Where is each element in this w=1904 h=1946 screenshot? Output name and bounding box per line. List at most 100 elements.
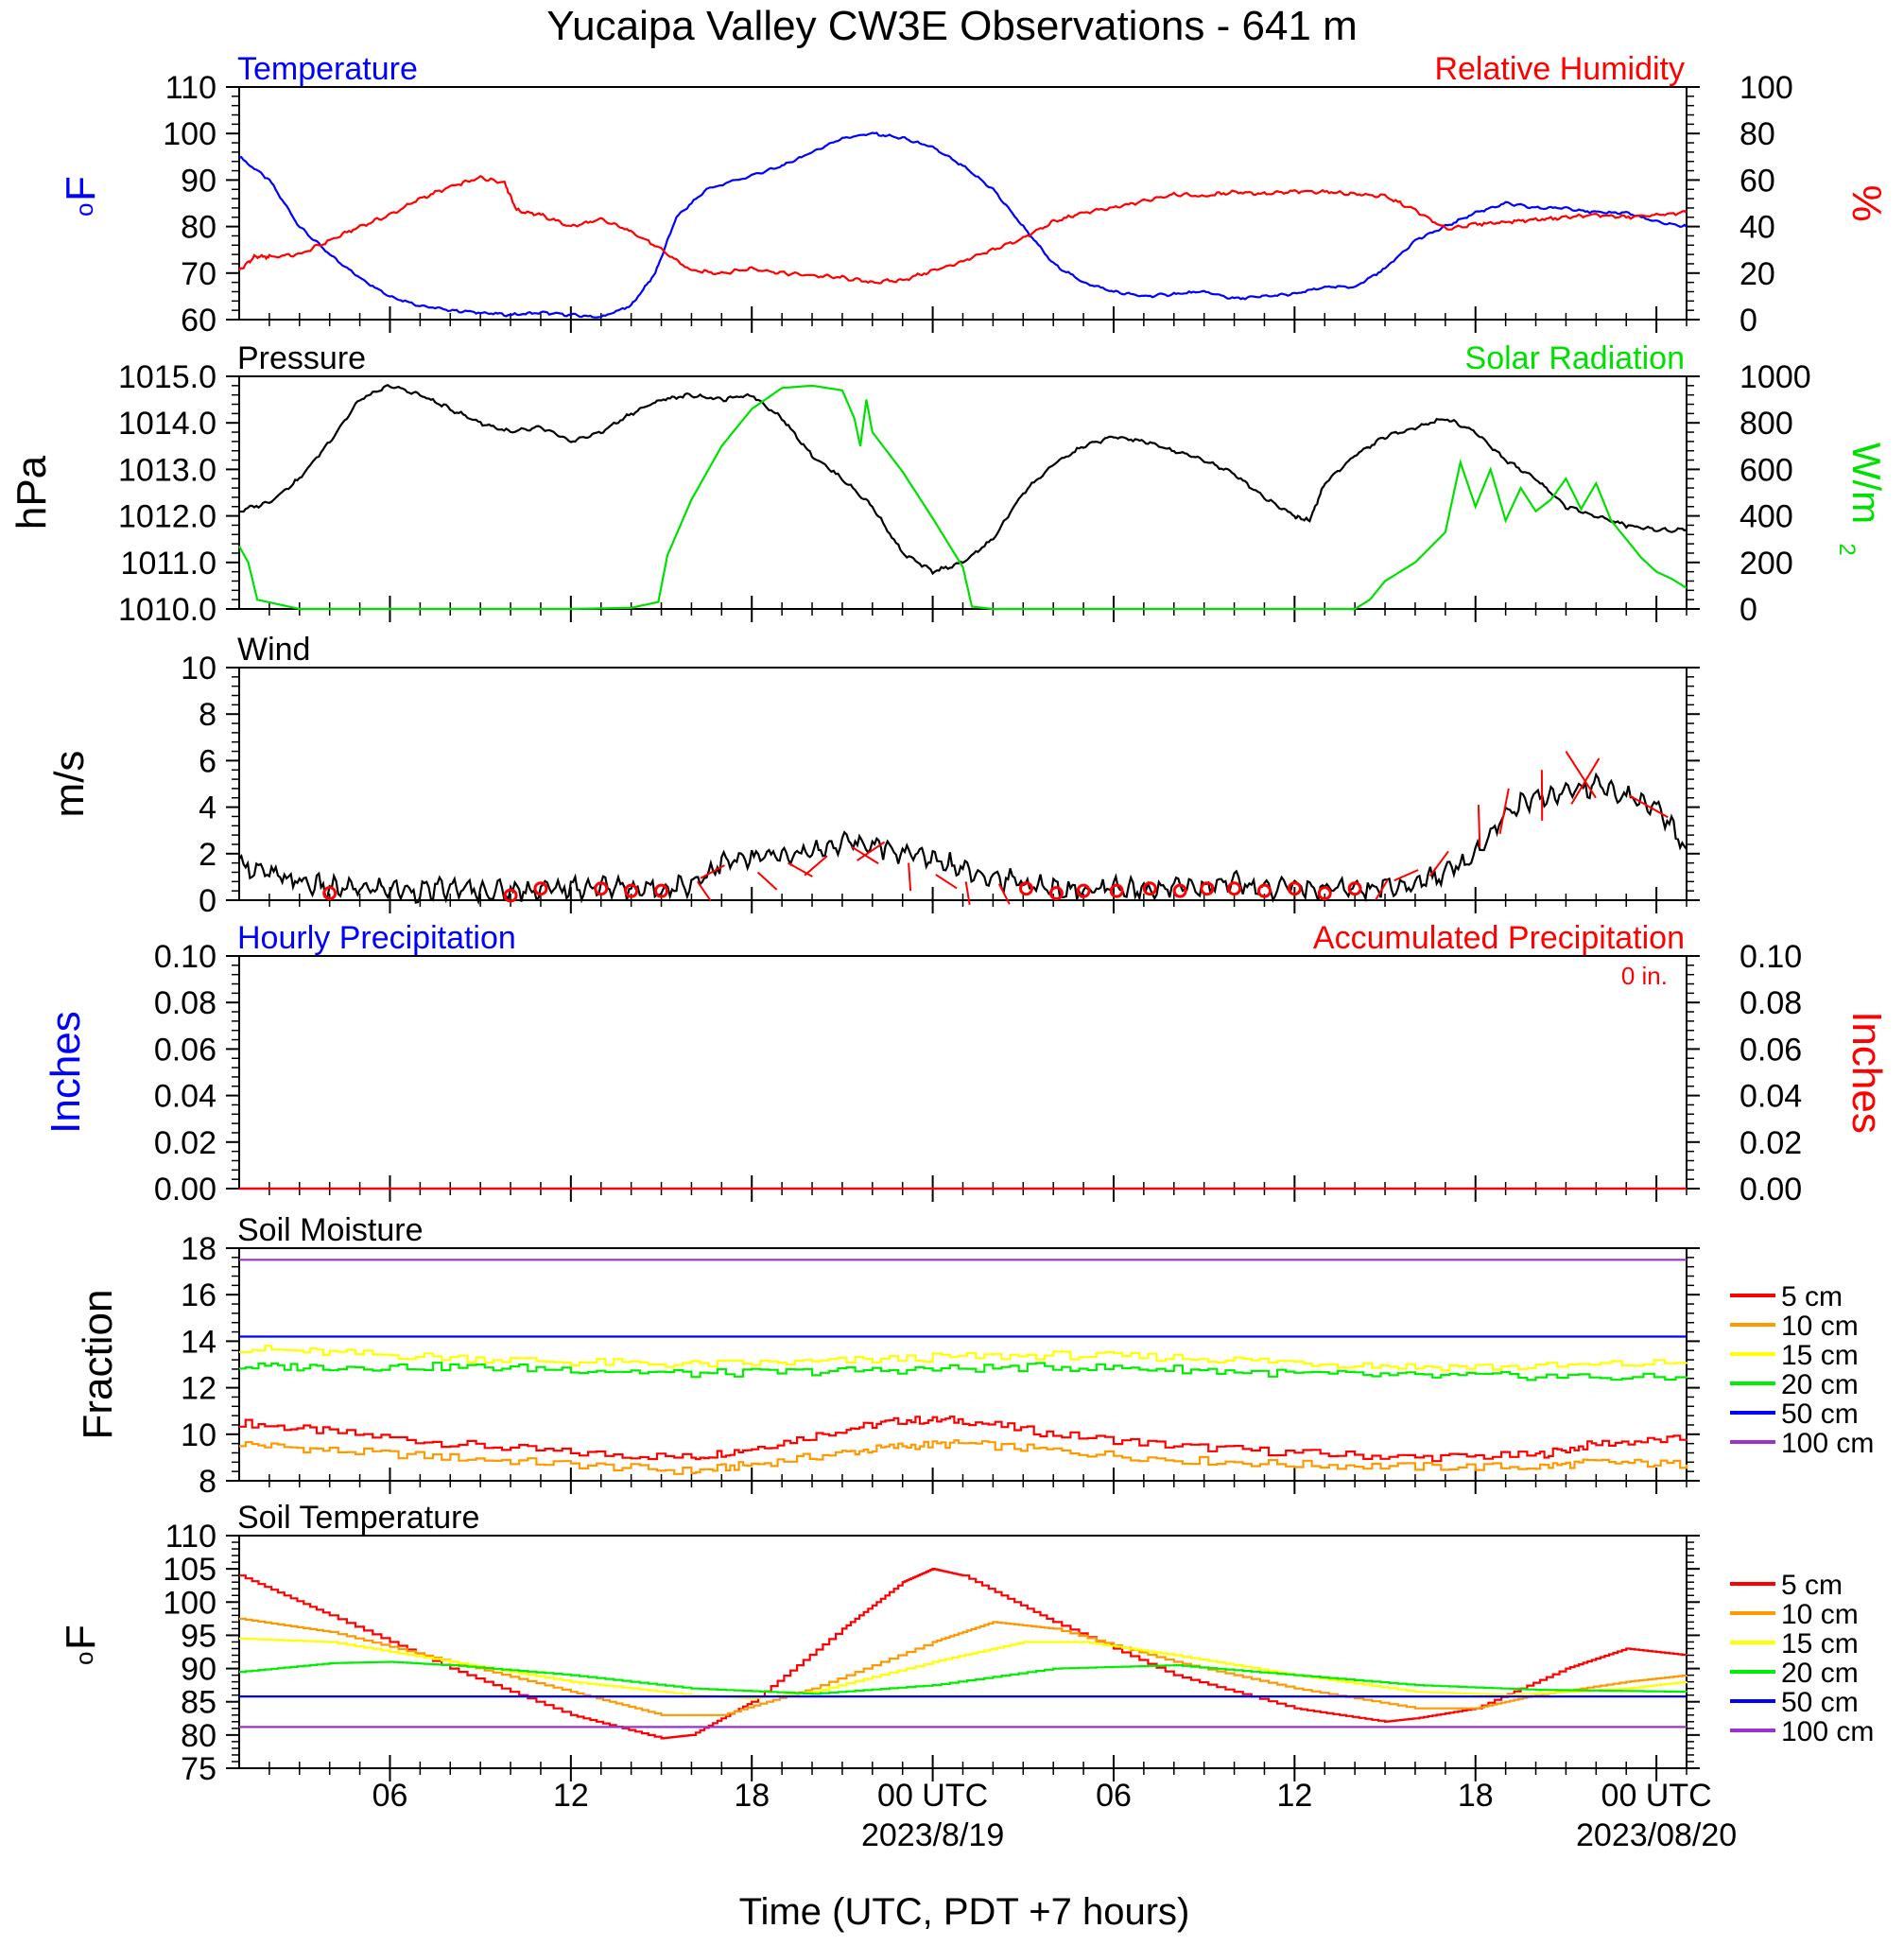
calm-wind-marker xyxy=(1256,883,1272,898)
calm-wind-marker xyxy=(533,881,548,896)
panel-1: 110 100 90 80 70 60 100 80 60 40 20 0 Temperature Rel… xyxy=(58,51,1890,339)
calm-wind-marker xyxy=(1172,883,1187,898)
series-line-10-cm xyxy=(239,1439,1688,1475)
y-tick-label-left: 70 xyxy=(181,256,216,292)
legend-label: 20 cm xyxy=(1781,1658,1859,1689)
wind-barb xyxy=(696,880,712,902)
y-axis-title-left: m/s xyxy=(46,751,93,818)
calm-wind-marker xyxy=(654,883,669,898)
y-axis-title-left: hPa xyxy=(9,455,55,530)
x-tick-label: 00 UTC xyxy=(877,1778,988,1814)
plot-frame xyxy=(238,86,1688,321)
x-tick-label: 06 xyxy=(1096,1778,1132,1814)
legend-label: 50 cm xyxy=(1781,1399,1859,1430)
wind-barb xyxy=(1565,751,1597,799)
y-axis-title-left: Inches xyxy=(43,1011,89,1134)
calm-wind-marker xyxy=(322,886,338,901)
y-tick-label-left: 1011.0 xyxy=(121,546,216,582)
plot-frame xyxy=(238,955,1688,1190)
y-tick-label-left: 105 xyxy=(163,1552,216,1588)
panel-4: 0.10 0.08 0.06 0.04 0.02 0.00 0.10 0.08 0.06 0.04… xyxy=(43,920,1890,1208)
calm-wind-marker xyxy=(1317,886,1332,901)
panel-title-left: Hourly Precipitation xyxy=(237,920,516,956)
calm-wind-marker xyxy=(1200,881,1215,896)
wind-barb xyxy=(756,871,778,891)
y-tick-label-left: 1012.0 xyxy=(118,499,216,535)
y-tick-label-right: 200 xyxy=(1740,546,1793,582)
wind-barb xyxy=(1375,878,1390,901)
y-tick-label-right: 0.04 xyxy=(1740,1079,1802,1115)
legend-label: 20 cm xyxy=(1781,1369,1859,1400)
y-tick-label-left: 12 xyxy=(181,1371,216,1407)
y-tick-label-left: 10 xyxy=(181,651,216,686)
calm-wind-marker xyxy=(503,888,518,903)
wind-barb xyxy=(856,841,886,861)
wind-barb xyxy=(1628,794,1669,819)
panel-title-left: Soil Temperature xyxy=(237,1500,479,1536)
legend-label: 10 cm xyxy=(1781,1311,1859,1342)
y-tick-label-left: 90 xyxy=(181,163,216,199)
x-date-label: 2023/08/20 xyxy=(1576,1817,1737,1853)
series-line-20-cm xyxy=(239,1660,1688,1695)
legend-label: 15 cm xyxy=(1781,1340,1859,1371)
series-line-10-cm xyxy=(239,1617,1688,1716)
x-date-label: 2023/8/19 xyxy=(861,1817,1004,1853)
y-tick-label-left: 1013.0 xyxy=(118,452,216,488)
calm-wind-marker xyxy=(1287,881,1302,896)
wind-barb xyxy=(788,861,813,877)
series-line-5-cm xyxy=(239,1416,1688,1463)
y-tick-label-left: 85 xyxy=(181,1685,216,1721)
accumulated-value: 0 in. xyxy=(1621,962,1668,990)
legend-label: 100 cm xyxy=(1781,1716,1874,1747)
series-line-solar-radiation xyxy=(238,384,1688,611)
y-tick-label-left: 8 xyxy=(199,697,216,733)
y-tick-label-right: 0.00 xyxy=(1740,1172,1802,1208)
calm-wind-marker xyxy=(624,883,639,898)
legend-label: 5 cm xyxy=(1781,1570,1843,1601)
panel-title-left: Pressure xyxy=(237,340,366,376)
y-axis-superscript: 2 xyxy=(1834,543,1860,555)
y-axis-title-left: F xyxy=(58,176,104,201)
legend-label: 5 cm xyxy=(1781,1281,1843,1312)
y-axis-title-right: Inches xyxy=(1843,1011,1890,1134)
y-tick-label-left: 110 xyxy=(165,1519,216,1555)
y-tick-label-left: 110 xyxy=(165,70,216,106)
y-tick-label-left: 75 xyxy=(181,1751,216,1787)
y-tick-label-left: 100 xyxy=(163,1585,216,1621)
y-tick-label-right: 0.06 xyxy=(1740,1032,1802,1068)
calm-wind-marker xyxy=(1048,886,1064,901)
y-tick-label-left: 90 xyxy=(181,1652,216,1688)
x-tick-label: 12 xyxy=(1276,1778,1312,1814)
legend-label: 50 cm xyxy=(1781,1687,1859,1718)
calm-wind-marker xyxy=(1347,881,1362,896)
wind-barb xyxy=(1498,788,1510,835)
y-tick-label-left: 14 xyxy=(181,1324,216,1360)
y-axis-title-right: % xyxy=(1843,184,1890,221)
y-tick-label-left: 0 xyxy=(199,883,216,919)
panel-title-left: Temperature xyxy=(237,51,418,87)
wind-barb xyxy=(997,883,1011,905)
plot-frame xyxy=(238,375,1688,610)
calm-wind-marker xyxy=(1109,883,1124,898)
panel-title-right: Solar Radiation xyxy=(1465,340,1685,376)
y-tick-label-right: 60 xyxy=(1740,163,1775,199)
wind-barb xyxy=(908,862,912,892)
y-tick-label-left: 60 xyxy=(181,303,216,339)
series-line-pressure xyxy=(238,383,1688,576)
y-tick-label-left: 1015.0 xyxy=(118,359,216,395)
y-tick-label-left: 95 xyxy=(181,1618,216,1654)
y-tick-label-left: 16 xyxy=(181,1277,216,1313)
y-tick-label-right: 600 xyxy=(1740,452,1793,488)
series-line-wind xyxy=(238,772,1688,906)
y-tick-label-left: 18 xyxy=(181,1231,216,1267)
legend-label: 10 cm xyxy=(1781,1599,1859,1630)
y-axis-title-left: Fraction xyxy=(75,1290,121,1440)
calm-wind-marker xyxy=(1227,881,1242,896)
y-tick-label-left: 2 xyxy=(199,837,216,873)
y-tick-label-left: 80 xyxy=(181,1718,216,1754)
series-line-temperature xyxy=(238,131,1688,319)
y-tick-label-right: 20 xyxy=(1740,256,1775,292)
